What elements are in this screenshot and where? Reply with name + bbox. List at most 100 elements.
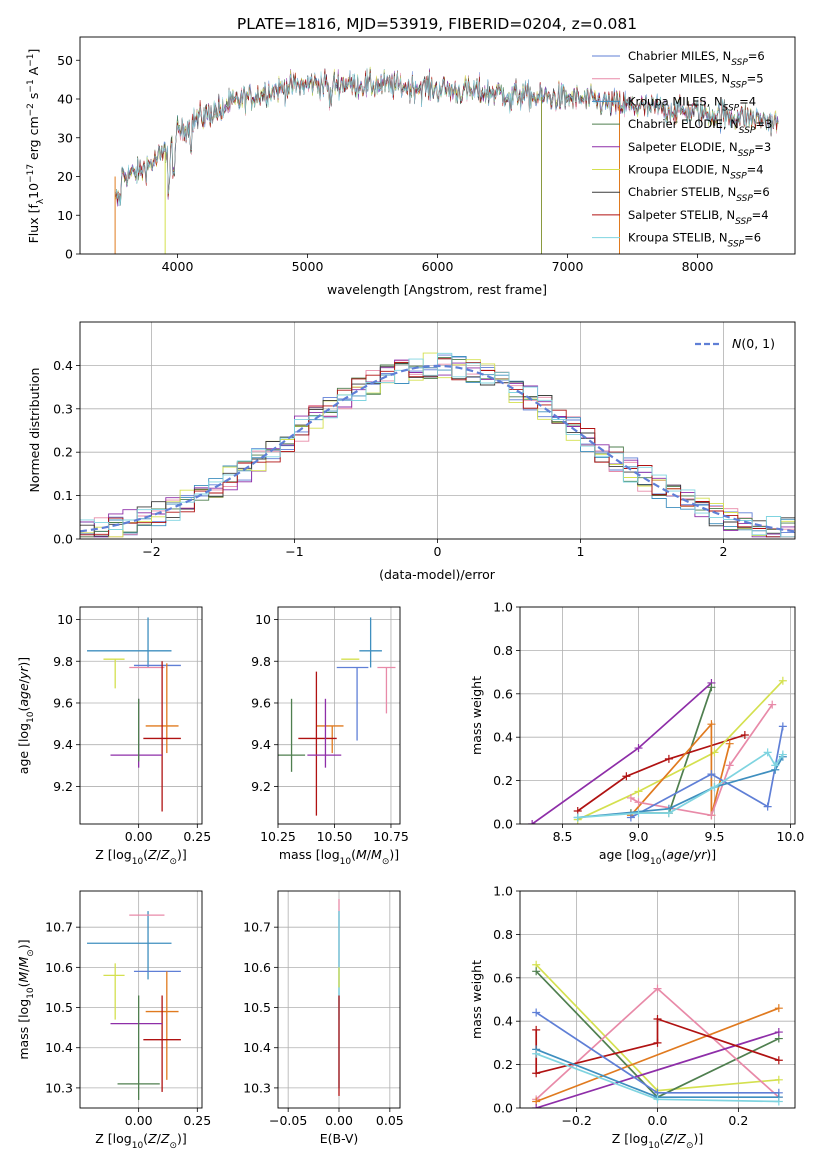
- x-tick-label: 7000: [552, 259, 584, 274]
- weight-marker: [707, 770, 716, 779]
- y-tick-label: 9.6: [251, 695, 271, 710]
- weight-marker: [768, 700, 777, 709]
- x-tick-label: 1: [577, 544, 585, 559]
- chart-spectrum: 4000 5000 6000 7000 8000 0 10 20 30 40 50 wavelengt…: [26, 36, 796, 297]
- x-tick-label: −2: [142, 544, 160, 559]
- axes-frame: [519, 606, 796, 825]
- y-tick-label: 9.2: [251, 779, 271, 794]
- weight-marker: [528, 820, 537, 824]
- axes-frame: [79, 890, 203, 1109]
- y-tick-label: 20: [57, 169, 73, 184]
- weight-marker: [774, 1056, 783, 1065]
- y-tick-label: 9.4: [251, 737, 271, 752]
- x-axis-label: age [log10(age/yr)]: [599, 847, 716, 867]
- x-tick-label: 2: [720, 544, 728, 559]
- weight-marker: [707, 720, 716, 729]
- x-tick-label: 8.5: [553, 829, 573, 844]
- x-tick-label: 0.00: [125, 1113, 153, 1128]
- weight-marker: [626, 813, 635, 822]
- legend-label: N(0, 1): [732, 336, 775, 351]
- y-tick-label: 1.0: [493, 600, 513, 615]
- y-axis-label: age [log10(age/yr)]: [16, 657, 36, 774]
- axes-frame: [277, 606, 401, 825]
- y-tick-label: 10.3: [45, 1080, 73, 1095]
- y-tick-label: 10: [57, 208, 73, 223]
- weight-marker: [653, 1038, 662, 1047]
- y-tick-label: 0.8: [493, 927, 513, 942]
- y-tick-label: 0.0: [53, 532, 73, 547]
- y-tick-label: 0.4: [53, 358, 73, 373]
- y-tick-label: 30: [57, 130, 73, 145]
- weight-marker: [778, 676, 787, 685]
- legend-label: Salpeter ELODIE, NSSP=3: [628, 140, 771, 159]
- weight-marker: [778, 750, 787, 759]
- legend-label: Kroupa STELIB, NSSP=6: [628, 231, 761, 250]
- chart-mass-vs-Z: 0.00 0.25 10.3 10.4 10.5 10.6 10.7 Z [log10(Z/Z…: [16, 890, 211, 1151]
- weight-marker: [778, 722, 787, 731]
- weight-marker: [573, 813, 582, 822]
- y-tick-label: 9.8: [53, 654, 73, 669]
- y-axis-label: mass [log10(M/M⊙)]: [16, 939, 36, 1059]
- y-tick-label: 0.2: [53, 445, 73, 460]
- x-tick-label: 9.5: [705, 829, 725, 844]
- chart-weight-vs-age: 8.5 9.0 9.5 10.0 0.0 0.2 0.4 0.6 0.8 1.0 age [log1…: [469, 600, 804, 868]
- x-tick-label: 10.50: [317, 829, 353, 844]
- weight-marker: [771, 761, 780, 770]
- y-tick-label: 0.8: [493, 643, 513, 658]
- weight-marker: [774, 1097, 783, 1106]
- weight-series: [577, 734, 746, 812]
- y-axis-label: Flux [fλ10−17 erg cm−2 s−1 A−1]: [26, 49, 46, 244]
- weight-marker: [774, 1028, 783, 1037]
- weight-series: [630, 726, 784, 819]
- x-tick-label: 10.0: [777, 829, 805, 844]
- weight-marker: [634, 787, 643, 796]
- chart-residuals: −2 −1 0 1 2 0.0 0.1 0.2 0.3 0.4 N(0, 1) (data-model…: [27, 321, 796, 582]
- weight-series: [577, 756, 784, 819]
- weight-marker: [774, 1075, 783, 1084]
- plot-area: [80, 352, 795, 538]
- weight-marker: [626, 793, 635, 802]
- weight-series: [577, 751, 784, 819]
- y-tick-label: 10.7: [243, 920, 271, 935]
- legend-label: Salpeter MILES, NSSP=5: [628, 72, 764, 91]
- chart-age-vs-mass: 10.25 10.50 10.75 9.2 9.4 9.6 9.8 10 mass [log10…: [251, 606, 409, 867]
- weight-marker: [725, 739, 734, 748]
- weight-marker: [532, 1049, 541, 1058]
- x-tick-label: 4000: [162, 259, 194, 274]
- figure-title: PLATE=1816, MJD=53919, FIBERID=0204, z=0…: [237, 15, 637, 33]
- y-tick-label: 10.7: [45, 920, 73, 935]
- x-tick-label: −0.2: [561, 1113, 591, 1128]
- weight-series: [535, 1031, 780, 1108]
- x-tick-label: 0.0: [648, 1113, 668, 1128]
- x-tick-label: 0.05: [376, 1113, 404, 1128]
- weight-marker: [774, 1004, 783, 1013]
- weight-marker: [532, 1008, 541, 1017]
- weight-marker: [664, 809, 673, 818]
- x-tick-label: 0.00: [325, 1113, 353, 1128]
- y-tick-label: 0.2: [493, 773, 513, 788]
- weight-marker: [634, 744, 643, 753]
- weight-marker: [653, 984, 662, 993]
- y-tick-label: 10.6: [243, 960, 271, 975]
- weight-marker: [532, 1104, 541, 1108]
- y-tick-label: 0: [65, 247, 73, 262]
- plot-area: [278, 617, 396, 816]
- weight-marker: [664, 754, 673, 763]
- y-tick-label: 10: [255, 612, 271, 627]
- spectrum-line: [114, 67, 779, 204]
- y-tick-label: 10: [57, 612, 73, 627]
- axes-frame: [79, 36, 796, 255]
- y-tick-label: 0.4: [493, 730, 513, 745]
- x-axis-label: Z [log10(Z/Z⊙)]: [95, 847, 187, 867]
- plot-area: [528, 676, 787, 824]
- x-tick-label: 6000: [422, 259, 454, 274]
- weight-series: [535, 1007, 780, 1103]
- weight-marker: [653, 1015, 662, 1024]
- x-tick-label: 9.0: [629, 829, 649, 844]
- x-tick-label: 8000: [682, 259, 714, 274]
- legend-label: Chabrier STELIB, NSSP=6: [628, 185, 770, 204]
- spectrum-line: [114, 66, 779, 204]
- spectrum-line: [114, 67, 779, 206]
- weight-marker: [707, 683, 716, 692]
